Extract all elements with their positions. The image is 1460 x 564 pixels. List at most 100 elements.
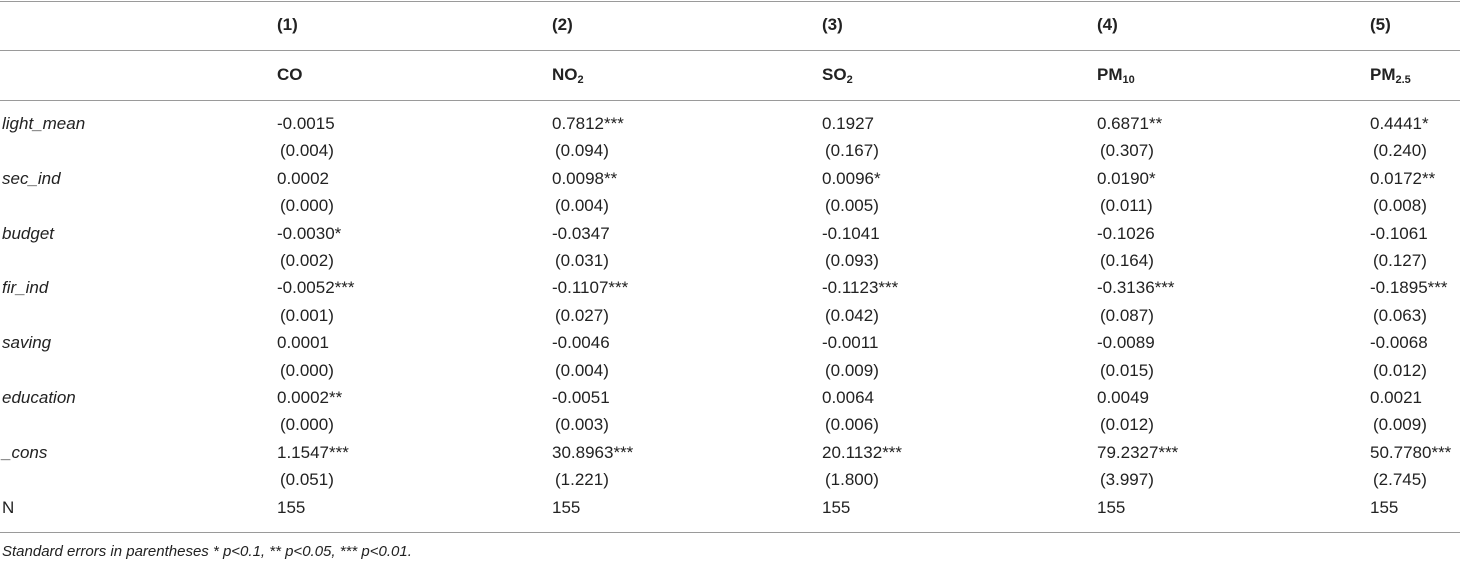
coefficient: -0.0051	[552, 388, 610, 407]
coefficient: 0.0064	[822, 388, 874, 407]
coefficient: -0.1123***	[822, 278, 899, 298]
standard-error: (0.051)	[280, 470, 334, 490]
subscript: 10	[1122, 74, 1135, 86]
standard-error: (0.307)	[1100, 141, 1154, 161]
standard-error: (0.094)	[555, 141, 609, 161]
footnote: Standard errors in parentheses * p<0.1, …	[2, 543, 412, 560]
standard-error: (0.008)	[1373, 196, 1427, 216]
standard-error: (0.012)	[1100, 415, 1154, 435]
coefficient: -0.1026	[1097, 223, 1155, 243]
standard-error: (0.002)	[280, 251, 334, 270]
observations: 155	[1097, 497, 1126, 517]
pollutant: NO	[552, 65, 578, 84]
coefficient: 0.6871**	[1097, 114, 1163, 133]
pollutant: PM	[1097, 65, 1123, 84]
row-label: saving	[2, 333, 52, 353]
coefficient: -0.0052***	[277, 278, 355, 298]
standard-error: (0.003)	[555, 415, 609, 435]
coefficient: 0.0002	[277, 168, 329, 188]
standard-error: (0.093)	[825, 251, 879, 270]
coefficient: 30.8963***	[552, 442, 634, 462]
coefficient: 0.1927	[822, 114, 874, 133]
coefficient: -0.3136***	[1097, 278, 1175, 298]
standard-error: (0.031)	[555, 251, 609, 270]
standard-error: (0.009)	[825, 360, 879, 380]
column-header: SO2	[822, 65, 853, 86]
row-label: fir_ind	[2, 278, 49, 298]
column-header: NO2	[552, 65, 584, 86]
pollutant: CO	[277, 65, 303, 84]
column-number: (2)	[552, 15, 573, 34]
coefficient: -0.0030*	[277, 223, 342, 243]
coefficient: 0.0190*	[1097, 168, 1156, 188]
standard-error: (0.015)	[1100, 360, 1154, 380]
bottom-rule	[0, 532, 1460, 533]
standard-error: (2.745)	[1373, 470, 1427, 490]
pollutant: PM	[1370, 65, 1396, 84]
standard-error: (0.167)	[825, 141, 879, 161]
standard-error: (0.042)	[825, 305, 879, 325]
standard-error: (3.997)	[1100, 470, 1154, 490]
column-header: PM10	[1097, 65, 1135, 86]
header-rule	[0, 50, 1460, 51]
coefficient: -0.0068	[1370, 333, 1428, 353]
coefficient: 0.0096*	[822, 168, 881, 188]
standard-error: (0.063)	[1373, 305, 1427, 325]
row-label: _cons	[2, 442, 48, 462]
observations: 155	[1370, 497, 1399, 517]
coefficient: -0.0046	[552, 333, 610, 353]
row-label: education	[2, 388, 76, 407]
row-label: N	[2, 497, 15, 517]
column-number: (4)	[1097, 15, 1118, 34]
pollutant: SO	[822, 65, 847, 84]
coefficient: 50.7780***	[1370, 442, 1452, 462]
coefficient: 79.2327***	[1097, 442, 1179, 462]
row-label: light_mean	[2, 114, 86, 133]
coefficient: 0.0001	[277, 333, 329, 353]
coefficient: 0.0021	[1370, 388, 1422, 407]
standard-error: (0.164)	[1100, 251, 1154, 270]
column-number: (3)	[822, 15, 843, 34]
header-rule	[0, 100, 1460, 101]
coefficient: -0.0089	[1097, 333, 1155, 353]
standard-error: (0.009)	[1373, 415, 1427, 435]
standard-error: (0.006)	[825, 415, 879, 435]
column-number: (5)	[1370, 15, 1391, 34]
coefficient: -0.1107***	[552, 278, 629, 298]
standard-error: (1.800)	[825, 470, 879, 490]
row-label: budget	[2, 223, 54, 243]
coefficient: -0.1895***	[1370, 278, 1448, 298]
coefficient: -0.0015	[277, 114, 335, 133]
standard-error: (0.127)	[1373, 251, 1427, 270]
coefficient: 0.4441*	[1370, 114, 1429, 133]
standard-error: (0.012)	[1373, 360, 1427, 380]
standard-error: (0.240)	[1373, 141, 1427, 161]
coefficient: 0.0049	[1097, 388, 1149, 407]
row-label: sec_ind	[2, 168, 61, 188]
observations: 155	[822, 497, 851, 517]
observations: 155	[277, 497, 306, 517]
coefficient: -0.1041	[822, 223, 880, 243]
standard-error: (0.004)	[555, 196, 609, 216]
standard-error: (1.221)	[555, 470, 609, 490]
standard-error: (0.027)	[555, 305, 609, 325]
coefficient: -0.0011	[822, 333, 879, 353]
standard-error: (0.005)	[825, 196, 879, 216]
coefficient: 0.0098**	[552, 168, 618, 188]
coefficient: 0.0172**	[1370, 168, 1436, 188]
standard-error: (0.000)	[280, 360, 334, 380]
column-header: CO	[277, 65, 303, 85]
standard-error: (0.004)	[280, 141, 334, 161]
observations: 155	[552, 497, 581, 517]
coefficient: -0.1061	[1370, 223, 1428, 243]
coefficient: 20.1132***	[822, 442, 903, 462]
standard-error: (0.004)	[555, 360, 609, 380]
standard-error: (0.000)	[280, 196, 334, 216]
column-header: PM2.5	[1370, 65, 1411, 86]
standard-error: (0.000)	[280, 415, 334, 435]
standard-error: (0.001)	[280, 305, 334, 325]
standard-error: (0.087)	[1100, 305, 1154, 325]
subscript: 2.5	[1395, 74, 1411, 86]
top-rule	[0, 1, 1460, 2]
